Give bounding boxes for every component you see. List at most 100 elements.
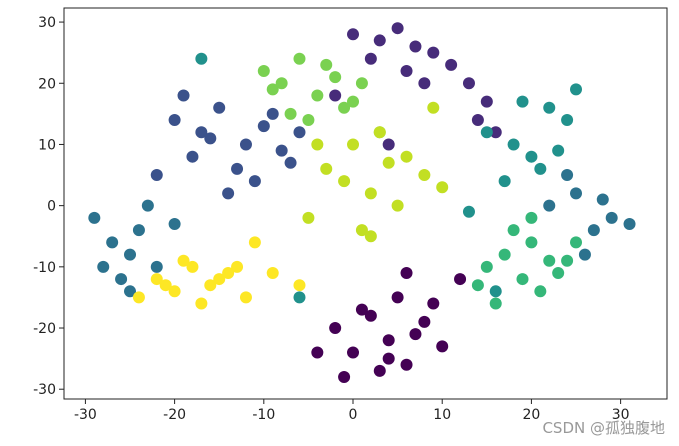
point bbox=[168, 113, 181, 126]
point bbox=[462, 77, 475, 90]
point bbox=[471, 113, 484, 126]
point bbox=[561, 254, 574, 267]
point bbox=[534, 162, 547, 175]
point bbox=[507, 138, 520, 151]
point bbox=[186, 150, 199, 163]
point bbox=[418, 77, 431, 90]
point bbox=[436, 181, 449, 194]
point bbox=[347, 346, 360, 359]
point bbox=[284, 107, 297, 120]
point bbox=[561, 169, 574, 182]
point bbox=[204, 279, 217, 292]
point bbox=[561, 113, 574, 126]
point bbox=[525, 236, 538, 249]
point bbox=[311, 89, 324, 102]
point bbox=[552, 144, 565, 157]
point bbox=[338, 370, 351, 383]
point bbox=[293, 291, 306, 304]
point bbox=[150, 260, 163, 273]
point bbox=[355, 224, 368, 237]
point bbox=[231, 162, 244, 175]
x-tick-label: 20 bbox=[523, 407, 541, 423]
point bbox=[364, 52, 377, 65]
point bbox=[347, 138, 360, 151]
point bbox=[382, 334, 395, 347]
point bbox=[480, 126, 493, 139]
point bbox=[177, 89, 190, 102]
point bbox=[284, 156, 297, 169]
point bbox=[427, 101, 440, 114]
point bbox=[177, 254, 190, 267]
point bbox=[88, 211, 101, 224]
point bbox=[543, 254, 556, 267]
point bbox=[391, 199, 404, 212]
point bbox=[498, 248, 511, 261]
point bbox=[454, 273, 467, 286]
point bbox=[525, 211, 538, 224]
y-tick-label: 20 bbox=[38, 76, 56, 92]
point bbox=[168, 285, 181, 298]
point bbox=[409, 328, 422, 341]
point bbox=[525, 150, 538, 163]
point bbox=[543, 101, 556, 114]
point bbox=[382, 156, 395, 169]
point bbox=[186, 260, 199, 273]
point bbox=[489, 285, 502, 298]
point bbox=[257, 65, 270, 78]
point bbox=[195, 52, 208, 65]
point bbox=[329, 71, 342, 84]
point bbox=[418, 315, 431, 328]
point bbox=[516, 273, 529, 286]
point bbox=[382, 138, 395, 151]
point bbox=[570, 236, 583, 249]
point bbox=[445, 58, 458, 71]
point bbox=[400, 150, 413, 163]
point bbox=[409, 40, 422, 53]
point bbox=[248, 175, 261, 188]
point bbox=[543, 199, 556, 212]
point bbox=[338, 175, 351, 188]
point bbox=[311, 138, 324, 151]
point bbox=[355, 77, 368, 90]
x-tick-label: -30 bbox=[74, 407, 97, 423]
point bbox=[480, 95, 493, 108]
y-tick-label: -30 bbox=[33, 382, 56, 398]
point bbox=[400, 266, 413, 279]
point bbox=[570, 187, 583, 200]
point bbox=[293, 126, 306, 139]
point bbox=[275, 144, 288, 157]
point bbox=[124, 248, 137, 261]
point bbox=[266, 83, 279, 96]
point bbox=[489, 126, 502, 139]
point bbox=[364, 230, 377, 243]
point bbox=[239, 138, 252, 151]
point bbox=[489, 297, 502, 310]
point bbox=[168, 217, 181, 230]
point bbox=[382, 352, 395, 365]
point bbox=[150, 273, 163, 286]
point bbox=[516, 95, 529, 108]
point bbox=[596, 193, 609, 206]
x-tick-label: 0 bbox=[349, 407, 358, 423]
point bbox=[150, 169, 163, 182]
y-tick-label: -20 bbox=[33, 321, 56, 337]
point bbox=[347, 95, 360, 108]
point bbox=[257, 120, 270, 133]
point bbox=[373, 126, 386, 139]
point bbox=[222, 187, 235, 200]
y-tick-label: 30 bbox=[38, 15, 56, 31]
point bbox=[248, 236, 261, 249]
point bbox=[141, 199, 154, 212]
point bbox=[498, 175, 511, 188]
x-tick-label: 30 bbox=[612, 407, 630, 423]
y-tick-label: 10 bbox=[38, 137, 56, 153]
point bbox=[400, 65, 413, 78]
y-tick-label: -10 bbox=[33, 260, 56, 276]
point bbox=[311, 346, 324, 359]
point bbox=[106, 236, 119, 249]
point bbox=[391, 291, 404, 304]
point bbox=[338, 101, 351, 114]
point bbox=[115, 273, 128, 286]
point bbox=[578, 248, 591, 261]
